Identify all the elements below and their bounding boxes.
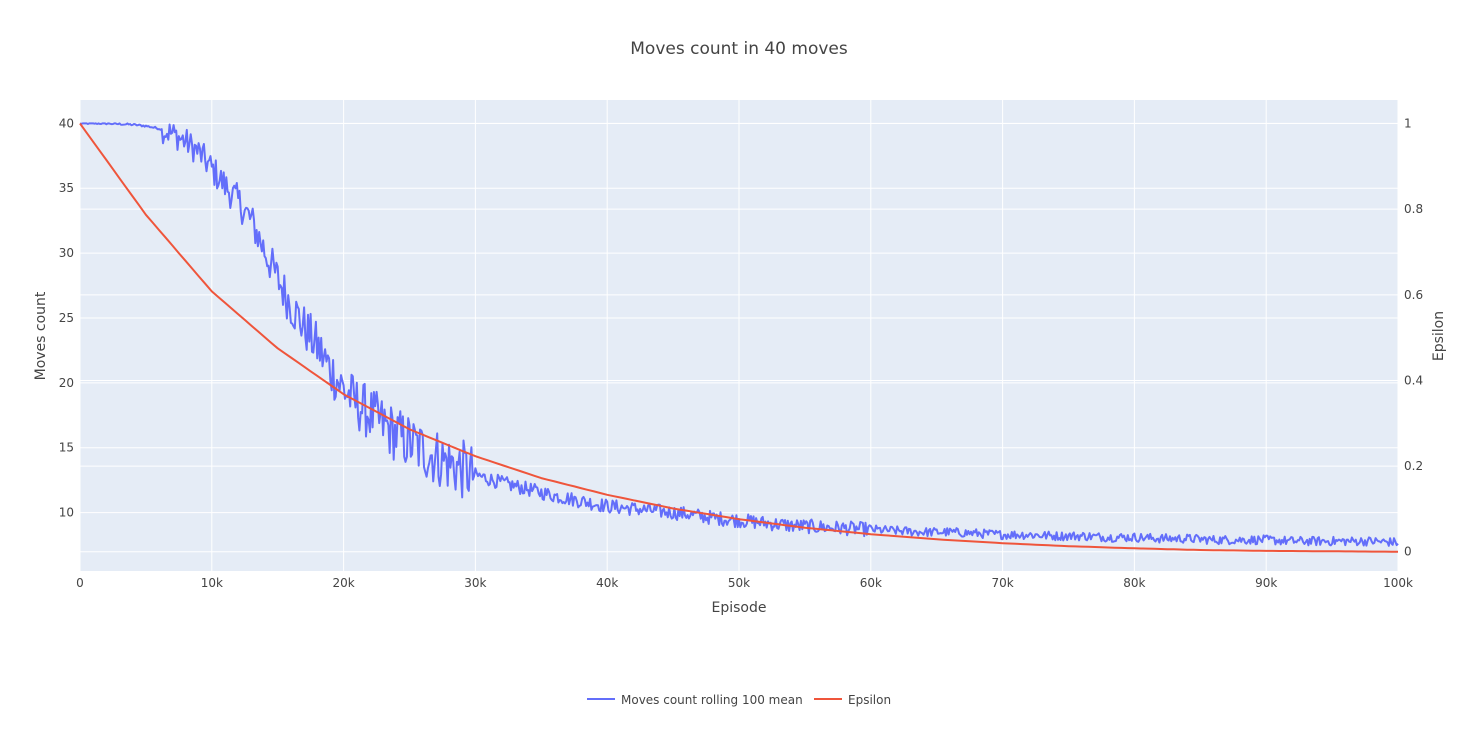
y2-axis-title: Epsilon <box>1431 311 1447 361</box>
y-tick-label: 35 <box>59 181 74 195</box>
legend[interactable]: Moves count rolling 100 mean Epsilon <box>587 693 891 707</box>
chart-title: Moves count in 40 moves <box>630 39 848 59</box>
series-line-epsilon <box>79 122 1398 553</box>
x-tick-label: 10k <box>201 576 223 590</box>
y2-tick-label: 0.6 <box>1404 288 1423 302</box>
y-tick-label: 30 <box>59 246 74 260</box>
y2-tick-label: 0.4 <box>1404 373 1423 387</box>
x-tick-label: 70k <box>991 576 1013 590</box>
x-tick-label: 100k <box>1383 576 1413 590</box>
x-tick-label: 60k <box>860 576 882 590</box>
y-tick-label: 25 <box>59 311 74 325</box>
series-layer <box>79 122 1399 553</box>
y2-tick-label: 1 <box>1404 117 1412 131</box>
x-tick-label: 90k <box>1255 576 1277 590</box>
x-tick-label: 80k <box>1123 576 1145 590</box>
axes: 0 10k 20k 30k 40k 50k 60k 70k 80k 90k 100k10152025… <box>59 116 1423 590</box>
legend-item-moves[interactable]: Moves count rolling 100 mean <box>587 693 803 707</box>
grid-lines <box>79 100 1399 571</box>
y-tick-label: 40 <box>59 116 74 130</box>
legend-item-epsilon[interactable]: Epsilon <box>814 693 891 707</box>
y-tick-label: 10 <box>59 506 74 520</box>
y2-tick-label: 0.8 <box>1404 202 1423 216</box>
x-axis-title: Episode <box>712 600 767 616</box>
x-tick-label: 0 <box>76 576 84 590</box>
x-tick-label: 50k <box>728 576 750 590</box>
legend-label-moves: Moves count rolling 100 mean <box>621 693 803 707</box>
x-tick-label: 30k <box>464 576 486 590</box>
y2-tick-label: 0 <box>1404 545 1412 559</box>
y-tick-label: 20 <box>59 376 74 390</box>
legend-label-epsilon: Epsilon <box>848 693 891 707</box>
y2-tick-label: 0.2 <box>1404 459 1423 473</box>
x-tick-label: 40k <box>596 576 618 590</box>
x-tick-label: 20k <box>332 576 354 590</box>
y-tick-label: 15 <box>59 441 74 455</box>
y-axis-title: Moves count <box>33 291 49 380</box>
